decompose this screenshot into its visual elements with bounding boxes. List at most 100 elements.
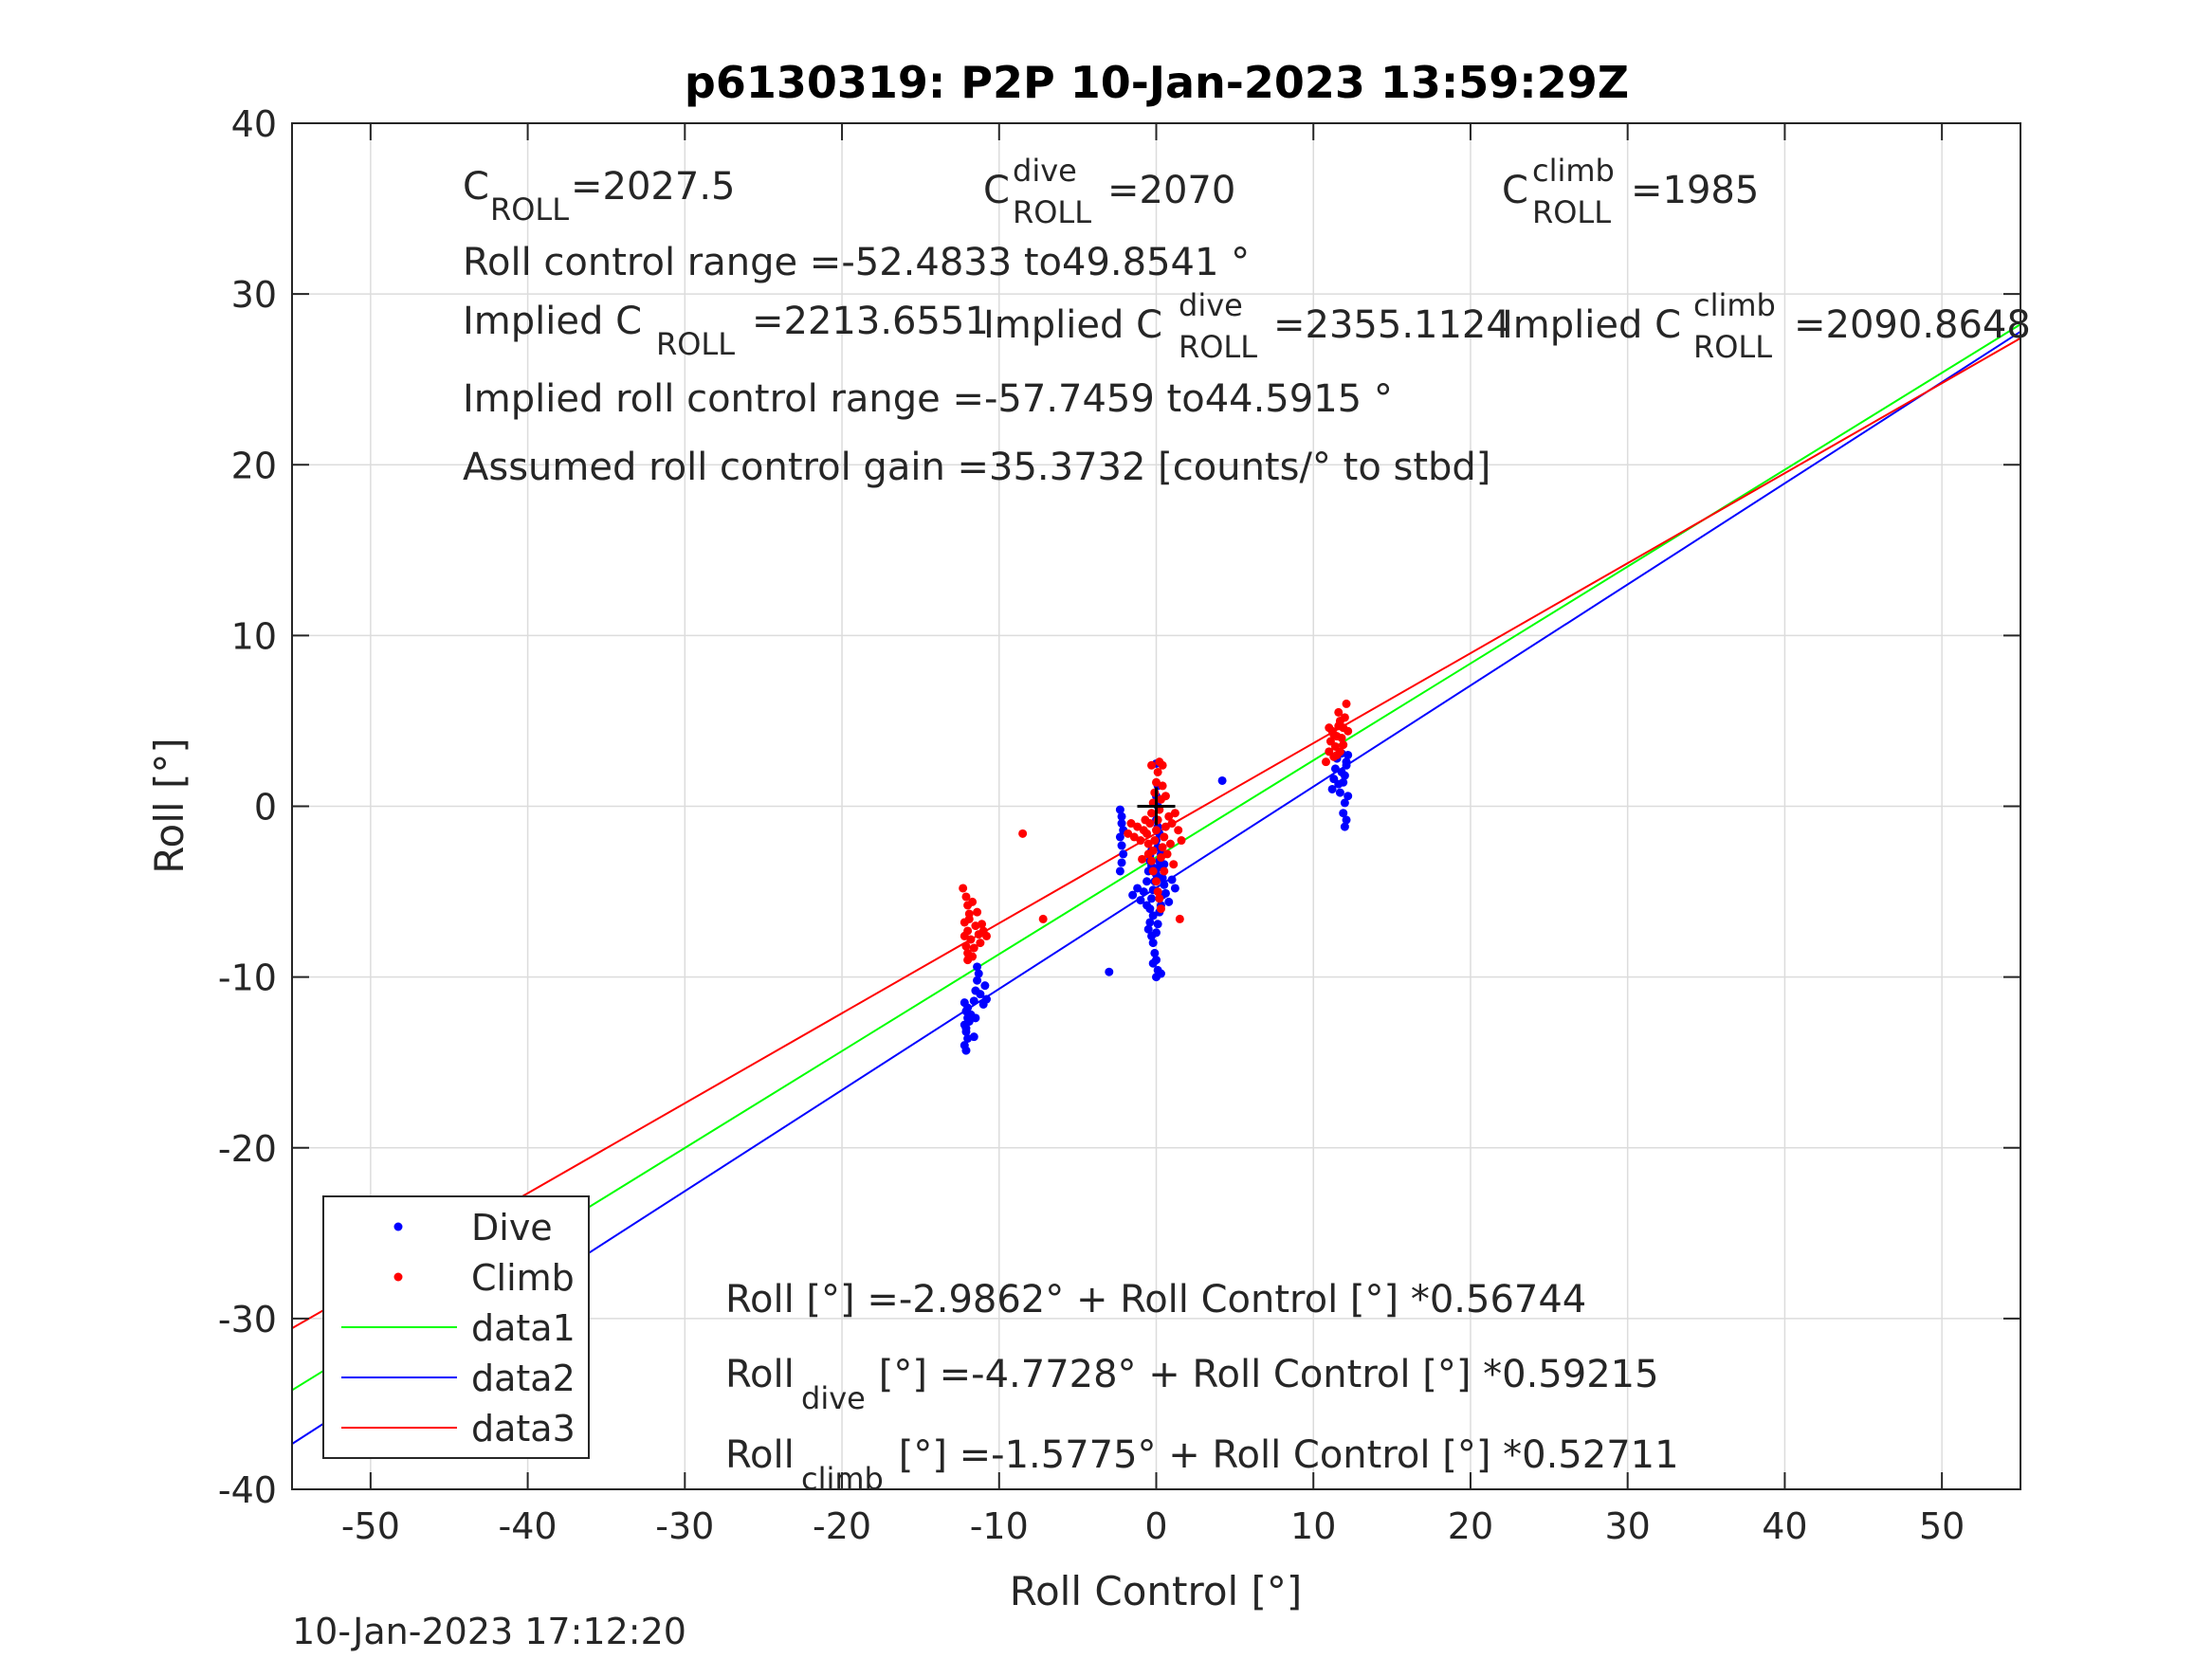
svg-text:ROLL: ROLL bbox=[1532, 194, 1611, 230]
series-climb bbox=[959, 699, 1353, 965]
svg-text:[°] =-1.5775° + Roll Control [: [°] =-1.5775° + Roll Control [°] *0.5271… bbox=[887, 1433, 1679, 1477]
point-climb bbox=[1161, 792, 1170, 801]
legend-label-data2: data2 bbox=[471, 1358, 576, 1399]
x-tick-label: 10 bbox=[1290, 1505, 1336, 1547]
point-dive bbox=[1160, 860, 1169, 869]
point-climb bbox=[1126, 819, 1136, 829]
point-climb bbox=[959, 884, 968, 893]
point-climb bbox=[1018, 829, 1028, 838]
legend-marker-dive bbox=[393, 1222, 403, 1231]
point-climb bbox=[1177, 836, 1186, 846]
point-climb bbox=[1124, 829, 1133, 838]
point-climb bbox=[1150, 836, 1160, 846]
y-axis-label: Roll [°] bbox=[146, 738, 192, 873]
svg-text:dive: dive bbox=[1179, 287, 1243, 323]
x-axis-label: Roll Control [°] bbox=[1010, 1568, 1303, 1614]
point-dive bbox=[1335, 788, 1344, 797]
point-dive bbox=[963, 1003, 973, 1012]
point-dive bbox=[961, 1024, 971, 1033]
point-dive bbox=[1136, 896, 1145, 905]
legend-label-climb: Climb bbox=[471, 1257, 575, 1299]
point-climb bbox=[1143, 829, 1152, 838]
svg-text:Roll: Roll bbox=[725, 1353, 795, 1396]
point-climb bbox=[1164, 811, 1174, 821]
x-tick-label: -40 bbox=[499, 1505, 558, 1547]
point-climb bbox=[1158, 843, 1167, 852]
point-dive bbox=[1119, 849, 1128, 859]
point-dive bbox=[973, 975, 982, 985]
origin-marker bbox=[1137, 787, 1176, 826]
point-climb bbox=[1148, 866, 1158, 876]
point-climb bbox=[1335, 716, 1344, 725]
svg-text:=2213.6551: =2213.6551 bbox=[752, 300, 989, 343]
point-dive bbox=[1217, 775, 1227, 785]
point-climb bbox=[1147, 856, 1157, 866]
legend-marker-climb bbox=[393, 1272, 403, 1282]
svg-text:=2070: =2070 bbox=[1107, 169, 1235, 212]
svg-text:ROLL: ROLL bbox=[490, 191, 569, 228]
point-dive bbox=[1148, 958, 1158, 968]
point-dive bbox=[971, 1013, 980, 1023]
annotation-c-roll-dive: C dive ROLL =2070 bbox=[983, 153, 1235, 230]
y-tick-label: 30 bbox=[231, 274, 277, 316]
point-dive bbox=[969, 996, 978, 1006]
timestamp: 10-Jan-2023 17:12:20 bbox=[292, 1611, 686, 1652]
y-tick-label: -40 bbox=[218, 1469, 277, 1511]
point-dive bbox=[1115, 805, 1124, 814]
point-dive bbox=[1143, 877, 1152, 886]
point-dive bbox=[1145, 904, 1155, 914]
y-tick-label: 0 bbox=[254, 787, 277, 829]
point-climb bbox=[976, 939, 985, 948]
point-dive bbox=[1327, 784, 1337, 793]
point-dive bbox=[1145, 918, 1155, 927]
x-tick-label: 30 bbox=[1605, 1505, 1651, 1547]
equation-all: Roll [°] =-2.9862° + Roll Control [°] *0… bbox=[725, 1278, 1586, 1322]
point-climb bbox=[1129, 832, 1139, 842]
point-climb bbox=[1155, 894, 1164, 903]
point-dive bbox=[1133, 884, 1143, 893]
point-dive bbox=[1158, 873, 1167, 883]
equation-dive: Roll dive [°] =-4.7728° + Roll Control [… bbox=[725, 1353, 1659, 1416]
point-climb bbox=[969, 943, 978, 953]
svg-text:=2090.8648: =2090.8648 bbox=[1794, 303, 2031, 347]
point-dive bbox=[1147, 894, 1157, 903]
data-points bbox=[959, 699, 1353, 1055]
point-climb bbox=[1334, 707, 1344, 717]
point-dive bbox=[1340, 771, 1349, 780]
point-climb bbox=[973, 907, 982, 917]
point-climb bbox=[1136, 836, 1145, 846]
point-climb bbox=[1339, 740, 1348, 750]
point-dive bbox=[964, 1016, 974, 1026]
point-dive bbox=[1170, 884, 1179, 893]
point-climb bbox=[1161, 822, 1170, 831]
point-climb bbox=[1147, 760, 1157, 770]
annotation-c-roll: C ROLL =2027.5 bbox=[463, 165, 735, 228]
point-climb bbox=[1165, 839, 1175, 848]
svg-text:Implied C: Implied C bbox=[463, 300, 642, 343]
point-dive bbox=[969, 1032, 978, 1042]
point-climb bbox=[1147, 809, 1157, 818]
x-tick-label: -10 bbox=[970, 1505, 1029, 1547]
point-climb bbox=[1158, 760, 1167, 770]
point-dive bbox=[1339, 809, 1348, 818]
annotation-gain: Assumed roll control gain =35.3732 [coun… bbox=[463, 446, 1490, 489]
point-climb bbox=[1169, 860, 1179, 869]
equation-climb: Roll climb [°] =-1.5775° + Roll Control … bbox=[725, 1433, 1679, 1497]
point-climb bbox=[1153, 767, 1162, 776]
y-tick-label: 40 bbox=[231, 103, 277, 145]
point-climb bbox=[966, 935, 976, 944]
svg-text:climb: climb bbox=[801, 1461, 884, 1497]
point-dive bbox=[1342, 815, 1351, 825]
annotation-implied-c-roll-climb: Implied C climb ROLL =2090.8648 bbox=[1502, 287, 2031, 365]
point-dive bbox=[1128, 890, 1138, 900]
point-climb bbox=[1133, 822, 1143, 831]
point-climb bbox=[978, 920, 987, 929]
point-dive bbox=[1340, 822, 1349, 831]
point-climb bbox=[1152, 777, 1161, 787]
y-tick-label: -30 bbox=[218, 1299, 277, 1340]
svg-text:ROLL: ROLL bbox=[1693, 329, 1772, 365]
point-climb bbox=[1160, 866, 1169, 876]
x-tick-label: 20 bbox=[1448, 1505, 1493, 1547]
point-dive bbox=[1148, 911, 1158, 921]
